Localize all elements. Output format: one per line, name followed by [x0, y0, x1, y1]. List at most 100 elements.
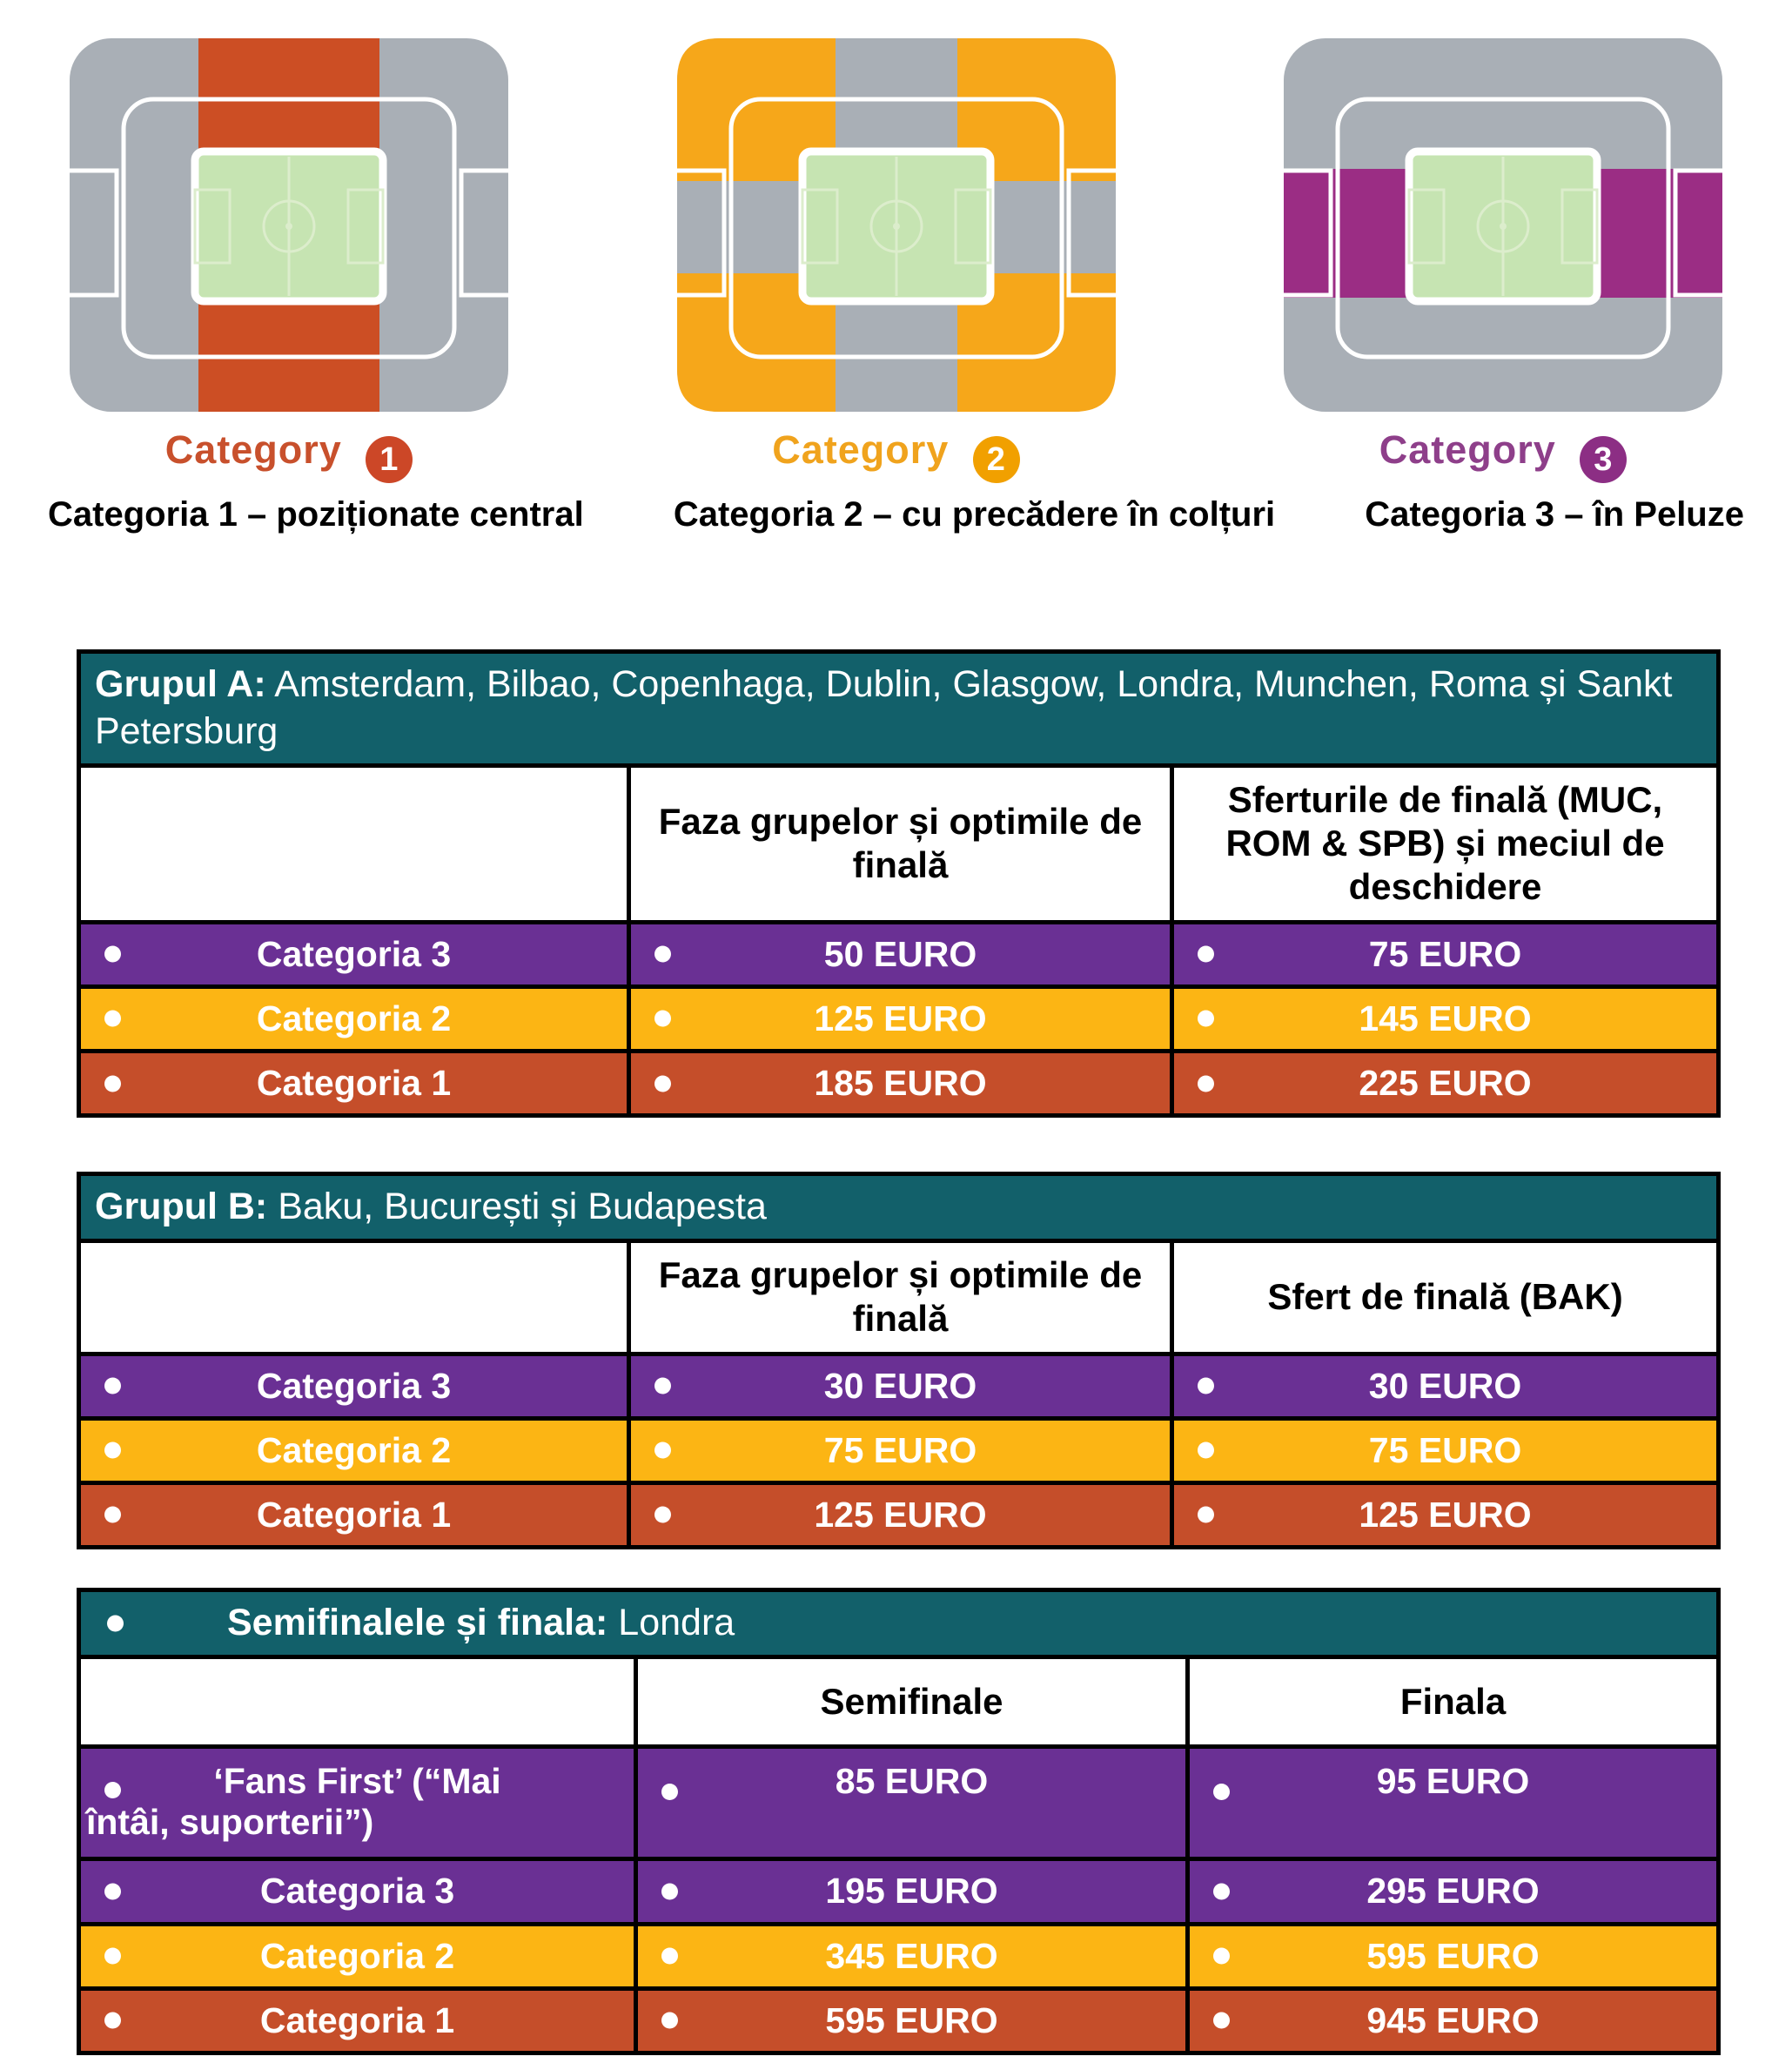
category-2-corner-blocks [676, 38, 1116, 412]
bullet-icon [1213, 2012, 1230, 2029]
price-cell: 595 EURO [634, 1986, 1190, 2055]
bullet-icon [1213, 1883, 1230, 1900]
bullet-icon [654, 1377, 671, 1394]
group-b-title-rest: Baku, București și Budapesta [278, 1186, 767, 1228]
bullet-icon [1198, 1010, 1214, 1027]
stadium-diagrams-row [0, 0, 1792, 419]
bullet-icon [104, 1947, 121, 1965]
semifinals-final-title: Semifinalele și finala: Londra [76, 1588, 1722, 1659]
table-title-row: Grupul B: Baku, București și Budapesta [76, 1172, 1722, 1243]
bullet-icon [661, 1883, 678, 1900]
football-pitch [1405, 147, 1601, 306]
price-cell: 95 EURO [1185, 1744, 1722, 1862]
bullet-icon [654, 1075, 671, 1092]
price-cell: 145 EURO [1169, 984, 1722, 1053]
stadium-map-category-3-icon [1284, 38, 1722, 412]
col-header-final: Finala [1185, 1654, 1722, 1750]
bullet-icon [661, 2012, 678, 2029]
price-cell: 30 EURO [627, 1351, 1174, 1421]
group-b-title: Grupul B: Baku, București și Budapesta [76, 1172, 1722, 1243]
price-cell: 125 EURO [627, 1480, 1174, 1550]
row-label-cell: Categoria 2 [77, 1415, 631, 1485]
semifinals-final-title-bold: Semifinalele și finala: [227, 1602, 608, 1644]
caption-category-2: Categoria 2 – cu precădere în colțuri [673, 495, 1276, 534]
row-label-cell: Categoria 3 [77, 1351, 631, 1421]
category-3-label: Category 3 [1277, 427, 1729, 483]
column-header-row: Semifinale Finala [77, 1654, 1722, 1750]
table-title-row: Semifinalele și finala: Londra [76, 1588, 1722, 1659]
table-row-category-2: Categoria 2 75 EURO 75 EURO [77, 1415, 1722, 1485]
stadium-map-category-2-icon [676, 38, 1116, 412]
price-cell: 75 EURO [1169, 919, 1722, 989]
captions-row: Categoria 1 – poziționate central Catego… [0, 483, 1792, 534]
bullet-icon [1198, 1441, 1214, 1459]
group-a-title-rest: Amsterdam, Bilbao, Copenhaga, Dublin, Gl… [95, 663, 1673, 752]
price-cell: 30 EURO [1169, 1351, 1722, 1421]
row-label-cell: Categoria 1 [77, 1986, 638, 2055]
table-title-row: Grupul A: Amsterdam, Bilbao, Copenhaga, … [76, 649, 1722, 768]
col-header-semifinals: Semifinale [634, 1654, 1190, 1750]
category-2-label-text: Category [772, 427, 950, 472]
bullet-icon [104, 1075, 121, 1092]
table-row-category-3: Categoria 3 195 EURO 295 EURO [77, 1857, 1722, 1926]
category-2-badge: 2 [972, 436, 1020, 483]
row-label-cell: Categoria 2 [77, 984, 631, 1053]
bullet-icon [654, 1506, 671, 1523]
bullet-icon [1213, 1947, 1230, 1965]
table-row-fans-first: ‘Fans First’ (“Mai întâi, suporterii”) 8… [77, 1744, 1722, 1862]
group-a-title: Grupul A: Amsterdam, Bilbao, Copenhaga, … [76, 649, 1722, 768]
price-cell: 85 EURO [634, 1744, 1190, 1862]
price-cell: 125 EURO [627, 984, 1174, 1053]
stadium-map-category-1-icon [70, 38, 508, 412]
col-header-group-stage: Faza grupelor și optimile de finală [627, 763, 1174, 924]
price-cell: 295 EURO [1185, 1857, 1722, 1926]
football-pitch [798, 147, 994, 306]
bullet-icon [654, 1441, 671, 1459]
row-label-cell: Categoria 1 [77, 1480, 631, 1550]
table-row-category-1: Categoria 1 595 EURO 945 EURO [77, 1986, 1722, 2055]
semifinals-final-title-rest: Londra [618, 1602, 735, 1644]
col-header-quarterfinals: Sferturile de finală (MUC, ROM & SPB) și… [1169, 763, 1722, 924]
bullet-icon [1198, 945, 1214, 963]
price-cell: 185 EURO [627, 1048, 1174, 1119]
bullet-icon [104, 1010, 121, 1027]
column-header-row: Faza grupelor și optimile de finală Sfer… [77, 763, 1722, 924]
bullet-icon [104, 1377, 121, 1394]
price-cell: 225 EURO [1169, 1048, 1722, 1119]
category-3-badge: 3 [1580, 436, 1628, 483]
bullet-icon [104, 1883, 121, 1900]
bullet-icon [1213, 1784, 1230, 1801]
semifinals-final-table: Semifinalele și finala: Londra Semifinal… [76, 1588, 1722, 2055]
row-label-cell: Categoria 2 [77, 1921, 638, 1991]
category-1-label-text: Category [164, 427, 342, 472]
price-cell: 125 EURO [1169, 1480, 1722, 1550]
col-header-quarterfinal: Sfert de finală (BAK) [1169, 1238, 1722, 1356]
bullet-icon [654, 1010, 671, 1027]
bullet-icon [104, 2012, 121, 2029]
price-cell: 345 EURO [634, 1921, 1190, 1991]
bullet-icon [1198, 1506, 1214, 1523]
bullet-icon [107, 1615, 124, 1632]
caption-category-1: Categoria 1 – poziționate central [48, 495, 584, 534]
table-row-category-1: Categoria 1 125 EURO 125 EURO [77, 1480, 1722, 1550]
bullet-icon [661, 1947, 678, 1965]
category-1-badge: 1 [366, 436, 413, 483]
row-label-cell: Categoria 3 [77, 1857, 638, 1926]
table-row-category-3: Categoria 3 30 EURO 30 EURO [77, 1351, 1722, 1421]
bullet-icon [1198, 1075, 1214, 1092]
bullet-icon [104, 1782, 121, 1799]
price-cell: 75 EURO [1169, 1415, 1722, 1485]
blank-header-cell [77, 763, 631, 924]
row-label-cell: ‘Fans First’ (“Mai întâi, suporterii”) [77, 1744, 638, 1862]
football-pitch [191, 147, 387, 306]
category-1-label: Category 1 [63, 427, 515, 483]
blank-header-cell [77, 1654, 638, 1750]
price-cell: 50 EURO [627, 919, 1174, 989]
row-label-cell: Categoria 3 [77, 919, 631, 989]
bullet-icon [104, 1506, 121, 1523]
blank-header-cell [77, 1238, 631, 1356]
category-2-label: Category 2 [670, 427, 1123, 483]
caption-category-3: Categoria 3 – în Peluze [1365, 495, 1744, 534]
table-row-category-3: Categoria 3 50 EURO 75 EURO [77, 919, 1722, 989]
column-header-row: Faza grupelor și optimile de finală Sfer… [77, 1238, 1722, 1356]
